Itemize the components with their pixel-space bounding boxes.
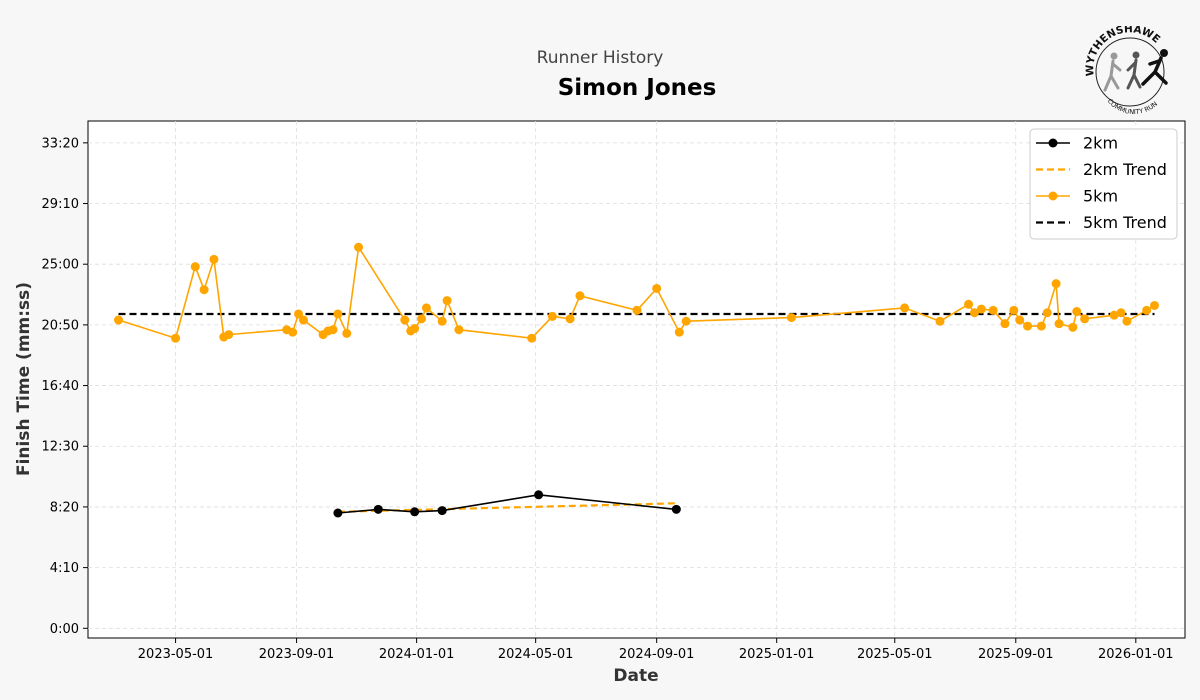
data-point-5km — [1036, 321, 1046, 331]
data-point-5km — [333, 309, 343, 319]
y-tick-label: 29:10 — [42, 197, 79, 212]
data-point-5km — [1072, 307, 1082, 317]
data-point-5km — [1068, 322, 1078, 332]
data-point-5km — [437, 316, 447, 326]
x-axis-label: Date — [613, 666, 658, 686]
legend-label-5km-trend: 5km Trend — [1083, 213, 1167, 232]
data-point-5km — [565, 314, 575, 324]
data-point-5km — [1009, 305, 1019, 315]
data-point-2km — [410, 507, 420, 517]
data-point-5km — [964, 299, 974, 309]
data-point-5km — [454, 325, 464, 335]
data-point-5km — [976, 304, 986, 314]
chart-legend: 2km 2km Trend 5km 5km Trend — [1029, 128, 1178, 240]
data-point-5km — [1142, 305, 1152, 315]
legend-marker-5km — [1048, 191, 1058, 201]
data-point-5km — [113, 315, 123, 325]
series-layer — [113, 242, 1160, 518]
data-point-5km — [421, 303, 431, 313]
y-tick-label: 20:50 — [42, 318, 79, 333]
y-tick-label: 0:00 — [50, 622, 79, 637]
runner-figure-light-icon — [1103, 52, 1122, 92]
chart-title: Simon Jones — [558, 75, 717, 101]
data-point-5km — [442, 296, 452, 306]
wythenshawe-logo: WYTHENSHAWE COMMUNITY RUN — [1084, 26, 1168, 116]
data-point-5km — [527, 333, 537, 343]
chart-subtitle: Runner History — [537, 48, 664, 68]
data-point-5km — [354, 242, 364, 252]
data-point-2km — [333, 508, 343, 518]
y-tick-label: 4:10 — [50, 561, 79, 576]
x-tick-label: 2024-05-01 — [498, 647, 574, 662]
legend-label-2km-trend: 2km Trend — [1083, 160, 1167, 179]
svg-text:COMMUNITY RUN: COMMUNITY RUN — [1106, 97, 1159, 116]
data-point-5km — [935, 316, 945, 326]
data-point-2km — [373, 504, 383, 514]
data-point-5km — [1042, 308, 1052, 318]
y-axis-ticks: 0:00 4:10 8:20 12:30 16:40 20:50 25:00 29:10 33:… — [42, 136, 88, 637]
data-point-5km — [199, 285, 209, 295]
x-axis-ticks: 2023-05-01 2023-09-01 2024-01-01 2024-05-01… — [138, 638, 1174, 662]
x-tick-label: 2026-01-01 — [1098, 647, 1174, 662]
x-tick-label: 2023-09-01 — [259, 647, 335, 662]
x-tick-label: 2025-09-01 — [978, 647, 1054, 662]
data-point-5km — [417, 314, 427, 324]
svg-text:WYTHENSHAWE: WYTHENSHAWE — [1084, 26, 1162, 76]
data-point-5km — [224, 330, 234, 340]
data-point-5km — [786, 313, 796, 323]
data-point-2km — [534, 490, 544, 500]
data-point-5km — [288, 327, 298, 337]
data-point-5km — [410, 324, 420, 334]
series-line-2km — [337, 493, 677, 514]
legend-label-5km: 5km — [1083, 187, 1118, 206]
y-tick-label: 8:20 — [50, 500, 79, 515]
runner-figure-dark-icon — [1141, 49, 1168, 86]
data-point-5km — [674, 327, 684, 337]
y-tick-label: 33:20 — [42, 136, 79, 151]
data-point-5km — [171, 333, 181, 343]
y-axis-label: Finish Time (mm:ss) — [14, 282, 34, 476]
x-tick-label: 2024-09-01 — [619, 647, 695, 662]
data-point-5km — [988, 305, 998, 315]
data-point-5km — [1150, 300, 1160, 310]
data-point-5km — [298, 315, 308, 325]
data-point-5km — [652, 283, 662, 293]
data-point-5km — [1015, 315, 1025, 325]
data-point-5km — [900, 303, 910, 313]
data-point-5km — [969, 308, 979, 318]
x-tick-label: 2025-01-01 — [739, 647, 815, 662]
data-point-5km — [400, 315, 410, 325]
data-point-5km — [294, 309, 304, 319]
y-tick-label: 12:30 — [42, 440, 79, 455]
data-point-5km — [1080, 314, 1090, 324]
data-point-5km — [1122, 316, 1132, 326]
y-tick-label: 25:00 — [42, 258, 79, 273]
data-point-5km — [681, 316, 691, 326]
x-tick-label: 2025-05-01 — [857, 647, 933, 662]
data-point-5km — [1116, 308, 1126, 318]
data-point-5km — [1000, 319, 1010, 329]
plot-area — [87, 120, 1186, 639]
y-tick-label: 16:40 — [42, 379, 79, 394]
legend-marker-2km — [1048, 138, 1058, 148]
data-point-2km — [671, 504, 681, 514]
data-point-5km — [1051, 279, 1061, 289]
legend-label-2km: 2km — [1083, 134, 1118, 153]
runner-figure-mid-icon — [1126, 51, 1142, 90]
data-point-5km — [632, 305, 642, 315]
x-tick-label: 2023-05-01 — [138, 647, 214, 662]
data-point-5km — [1109, 310, 1119, 320]
data-point-2km — [437, 506, 447, 516]
data-point-5km — [1023, 321, 1033, 331]
data-point-5km — [575, 291, 585, 301]
data-point-5km — [209, 254, 219, 264]
data-point-5km — [1054, 319, 1064, 329]
data-point-5km — [547, 311, 557, 321]
data-point-5km — [342, 328, 352, 338]
x-tick-label: 2024-01-01 — [379, 647, 455, 662]
data-point-5km — [190, 262, 200, 272]
data-point-5km — [328, 325, 338, 335]
